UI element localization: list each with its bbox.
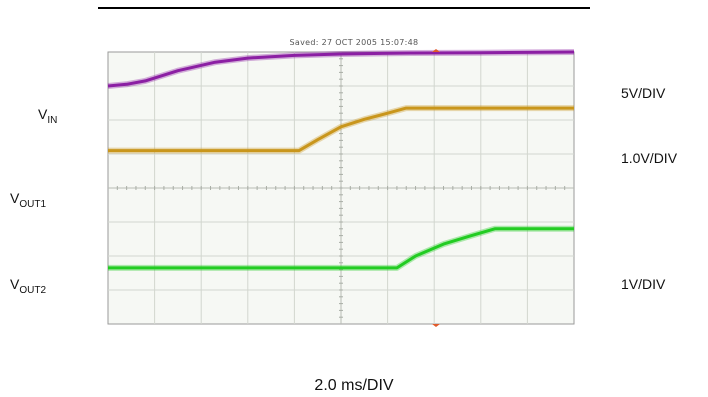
trace-vout2	[108, 227, 574, 270]
vin-scale-label: 5V/DIV	[621, 85, 666, 101]
vout2-label: VOUT2	[10, 276, 47, 296]
trigger-marker-top	[432, 49, 440, 52]
trace-group	[107, 49, 575, 271]
trace-vin	[107, 50, 575, 88]
vin-label: VIN	[38, 106, 58, 126]
timebase-label: 2.0 ms/DIV	[314, 377, 394, 394]
vout1-label: VOUT1	[10, 190, 47, 210]
trace-vout1	[108, 106, 574, 153]
vout2-scale-label: 1V/DIV	[621, 276, 666, 292]
trigger-marker-bottom	[432, 324, 440, 327]
vout1-scale-label: 1.0V/DIV	[621, 150, 678, 166]
top-rule	[98, 7, 590, 9]
saved-timestamp: Saved: 27 OCT 2005 15:07:48	[289, 38, 419, 47]
graticule	[108, 52, 574, 324]
